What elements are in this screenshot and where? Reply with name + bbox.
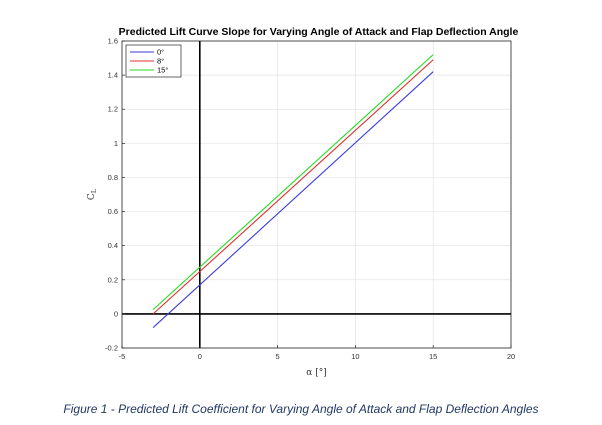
x-tick-label-4: 15 (429, 352, 437, 361)
y-tick-label-6: 1 (114, 139, 118, 148)
legend: 0°8°15° (125, 44, 182, 78)
legend-label-0: 0° (157, 48, 164, 57)
y-tick-label-4: 0.6 (108, 207, 118, 216)
y-tick-label-3: 0.4 (108, 241, 118, 250)
y-tick-label-9: 1.6 (108, 37, 118, 46)
x-tick-label-2: 5 (276, 352, 280, 361)
y-axis-label-subscript: L (90, 188, 98, 193)
x-tick-label-1: 0 (198, 352, 202, 361)
series-line-0 (152, 71, 434, 328)
series-line-2 (152, 54, 434, 311)
y-tick-label-5: 0.8 (108, 173, 118, 182)
zero-axes (122, 41, 511, 348)
y-axis-label-main: C (87, 193, 97, 200)
y-tick-label-0: -0.2 (105, 344, 118, 353)
series-lines (152, 54, 434, 328)
x-axis-label: α [°] (306, 368, 326, 378)
y-tick-label-2: 0.2 (108, 275, 118, 284)
lift-curve-chart: -5 0 5 10 15 20 -0.2 0 0.2 0.4 0.6 0.8 1 1.2 1.4 1.6 Pr… (87, 26, 519, 378)
y-tick-label-7: 1.2 (108, 105, 118, 114)
legend-label-2: 15° (157, 66, 168, 75)
series-line-1 (152, 59, 434, 315)
x-tick-label-0: -5 (119, 352, 126, 361)
legend-label-1: 8° (157, 57, 164, 66)
figure-caption: Figure 1 - Predicted Lift Coefficient fo… (63, 402, 539, 416)
y-tick-label-1: 0 (114, 309, 118, 318)
y-axis-label: CL (87, 188, 98, 200)
x-tick-label-3: 10 (351, 352, 359, 361)
chart-title: Predicted Lift Curve Slope for Varying A… (119, 26, 519, 38)
tick-labels: -5 0 5 10 15 20 -0.2 0 0.2 0.4 0.6 0.8 1 1.2 1.4 1.6 (105, 37, 515, 362)
plot-frame (121, 40, 512, 349)
x-tick-label-5: 20 (507, 352, 515, 361)
y-tick-label-8: 1.4 (108, 71, 118, 80)
